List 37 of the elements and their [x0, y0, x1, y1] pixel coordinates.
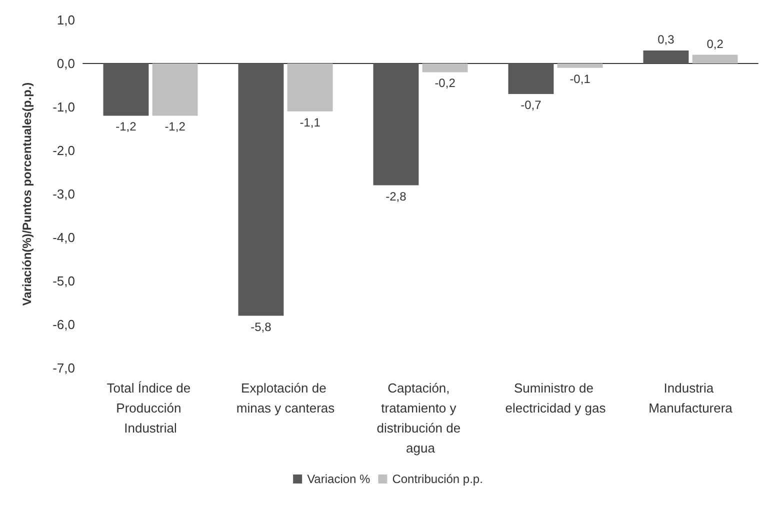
data-label: -1,2: [116, 120, 137, 134]
data-label: -1,2: [164, 120, 186, 134]
x-tick-label: Total Índice de Producción Industrial: [106, 380, 194, 436]
data-label: -1,1: [300, 115, 321, 130]
legend-label: Contribución p.p.: [392, 472, 483, 486]
x-tick-label: Captación, tratamiento y distribución de agua: [376, 380, 464, 456]
bar: [422, 64, 468, 72]
data-label: -0,2: [434, 76, 456, 90]
y-tick-label: -5,0: [52, 274, 75, 288]
bar: [643, 50, 689, 64]
bar: [692, 54, 738, 64]
legend-label: Variacion %: [307, 472, 371, 486]
bar: [557, 64, 603, 68]
bar: [287, 64, 333, 112]
x-tick-label: Industria Manufacturera: [648, 380, 734, 416]
y-tick-label: -1,0: [52, 100, 75, 114]
y-tick-label: 0,0: [56, 56, 75, 71]
data-label: 0,2: [706, 36, 724, 51]
x-tick-label: Suministro de electricidad y gas: [505, 380, 606, 416]
y-tick-label: -2,0: [52, 143, 75, 158]
bar: [508, 64, 554, 94]
y-tick-label: -7,0: [52, 360, 75, 376]
bar: [103, 64, 149, 116]
data-label: -0,1: [570, 72, 591, 86]
y-tick-label: -4,0: [52, 230, 75, 245]
bar: [152, 64, 198, 116]
y-tick-label: -6,0: [52, 317, 75, 332]
x-tick-label: Explotación de minas y canteras: [236, 380, 336, 416]
bar: [238, 64, 284, 316]
y-tick-label: 1,0: [56, 12, 75, 28]
y-axis-title: Variación(%)/Puntos porcentuales(p.p.): [20, 82, 34, 306]
bar: [373, 64, 419, 186]
data-label: -5,8: [250, 320, 272, 334]
data-label: 0,3: [658, 32, 675, 46]
y-tick-label: -3,0: [52, 186, 75, 202]
data-label: -2,8: [386, 189, 407, 204]
data-label: -0,7: [520, 98, 542, 112]
